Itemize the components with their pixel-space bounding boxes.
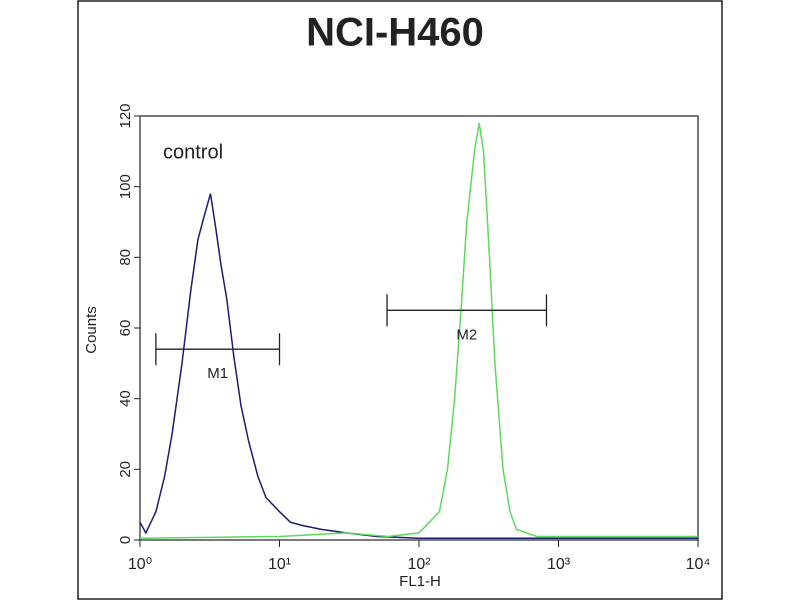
y-tick-label: 100	[117, 174, 134, 199]
chart-title: NCI-H460	[306, 11, 484, 55]
y-tick-label: 20	[117, 461, 134, 478]
y-axis-label: Counts	[83, 306, 100, 354]
x-tick-label: 10⁴	[686, 556, 711, 573]
x-axis-label: FL1-H	[399, 573, 441, 590]
x-tick-label: 10³	[547, 556, 571, 573]
y-tick-label: 80	[117, 249, 134, 266]
x-tick-label: 10⁰	[128, 556, 152, 573]
y-tick-label: 60	[117, 320, 134, 337]
gate-label: M2	[456, 326, 477, 343]
y-tick-label: 120	[117, 103, 134, 128]
frame	[77, 0, 723, 600]
y-tick-label: 0	[117, 536, 134, 544]
gate-label: M1	[207, 365, 228, 382]
histogram-line	[139, 193, 698, 539]
plot-area	[139, 115, 699, 541]
y-tick-label: 40	[117, 390, 134, 407]
annotation: control	[163, 141, 223, 163]
x-tick-label: 10¹	[268, 556, 291, 573]
histogram-line	[139, 122, 698, 539]
x-tick-label: 10²	[407, 556, 431, 573]
